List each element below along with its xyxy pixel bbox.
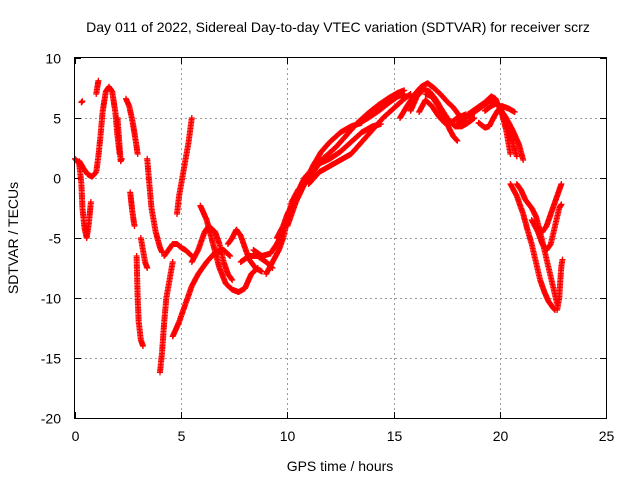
data-point bbox=[188, 115, 195, 121]
data-point bbox=[558, 201, 565, 208]
y-tick-label: -15 bbox=[41, 351, 61, 367]
x-tick-label: 5 bbox=[178, 428, 186, 444]
y-tick-label: -20 bbox=[41, 411, 61, 427]
x-tick-label: 15 bbox=[387, 428, 403, 444]
plot-frame bbox=[74, 57, 607, 419]
data-point bbox=[520, 157, 527, 163]
data-point bbox=[471, 115, 478, 121]
y-axis-title: SDTVAR / TECUs bbox=[5, 182, 21, 294]
data-point bbox=[140, 343, 146, 349]
data-point bbox=[131, 223, 138, 229]
data-point bbox=[118, 155, 125, 162]
data-point bbox=[87, 199, 94, 205]
x-tick-label: 10 bbox=[280, 428, 296, 444]
data-point bbox=[228, 276, 235, 282]
data-point bbox=[513, 153, 520, 160]
data-point bbox=[551, 306, 558, 313]
x-tick-label: 25 bbox=[599, 428, 615, 444]
y-tick-label: 5 bbox=[53, 111, 61, 127]
data-point bbox=[134, 151, 141, 157]
data-point bbox=[226, 252, 233, 259]
data-point bbox=[229, 277, 236, 283]
chart-title: Day 011 of 2022, Sidereal Day-to-day VTE… bbox=[86, 19, 590, 35]
y-tick-label: 0 bbox=[53, 171, 61, 187]
data-point bbox=[511, 109, 518, 115]
tick-labels: 0 5 10 15 20 25 -20 -15 -10 -5 0 5 10 bbox=[41, 51, 615, 445]
x-tick-label: 0 bbox=[72, 428, 80, 444]
data-point bbox=[401, 91, 408, 97]
data-point bbox=[454, 137, 461, 144]
data-point bbox=[453, 137, 460, 143]
data-point bbox=[79, 98, 86, 105]
data-point bbox=[95, 77, 102, 84]
grid bbox=[75, 58, 606, 418]
data-point bbox=[507, 151, 514, 157]
data-point bbox=[169, 259, 176, 265]
data-points bbox=[72, 77, 566, 376]
data-point bbox=[559, 256, 566, 263]
x-tick-label: 20 bbox=[493, 428, 509, 444]
y-tick-label: -5 bbox=[49, 231, 62, 247]
data-point bbox=[558, 181, 565, 187]
y-tick-label: -10 bbox=[41, 291, 61, 307]
data-point bbox=[258, 268, 265, 275]
data-point bbox=[144, 265, 151, 271]
x-axis-title: GPS time / hours bbox=[287, 458, 394, 474]
data-point bbox=[227, 253, 234, 259]
y-tick-label: 10 bbox=[45, 51, 61, 67]
